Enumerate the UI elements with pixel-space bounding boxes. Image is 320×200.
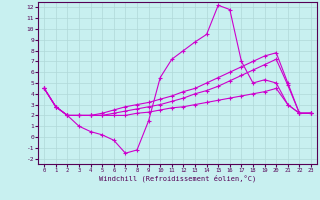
X-axis label: Windchill (Refroidissement éolien,°C): Windchill (Refroidissement éolien,°C)	[99, 175, 256, 182]
